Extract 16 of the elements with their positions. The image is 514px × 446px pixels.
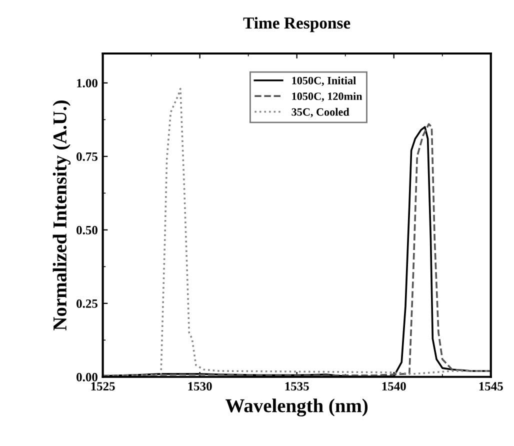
x-tick-label: 1525 — [91, 382, 115, 391]
y-tick-label: 0.75 — [76, 152, 98, 161]
legend-label: 35C, Cooled — [292, 108, 350, 118]
y-tick-label: 0.25 — [76, 299, 98, 308]
y-tick-label: 0.50 — [76, 226, 98, 234]
x-tick-label: 1535 — [285, 382, 309, 391]
y-tick-label: 1.00 — [77, 78, 98, 88]
chart-title: Time Response — [243, 16, 350, 32]
y-axis-title: Normalized Intensity (A.U.) — [52, 100, 71, 330]
y-tick-label: 0.00 — [76, 372, 98, 382]
legend-label: 1050C, 120min — [292, 92, 362, 102]
x-axis-title: Wavelength (nm) — [226, 398, 368, 416]
legend-label: 1050C, Initial — [292, 76, 356, 86]
x-tick-label: 1545 — [479, 382, 503, 391]
x-tick-label: 1540 — [382, 382, 406, 391]
x-tick-label: 1530 — [188, 382, 212, 391]
